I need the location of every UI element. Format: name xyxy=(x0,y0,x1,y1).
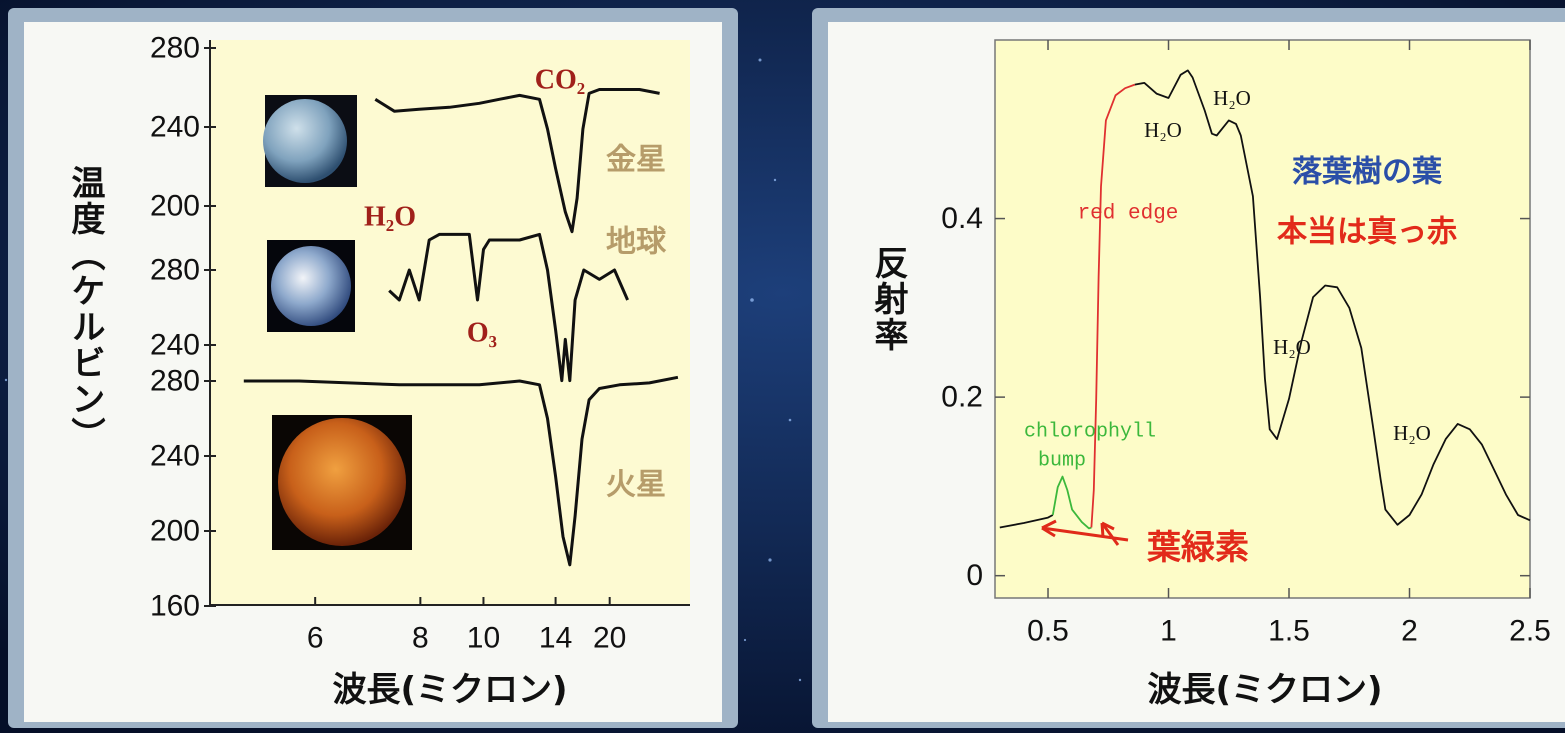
planet-label: 金星 xyxy=(606,143,666,178)
annotation: H₂O xyxy=(1213,86,1251,110)
y-tick-label: 280 xyxy=(150,365,200,398)
y-tick-label: 240 xyxy=(150,329,200,362)
x-tick-label: 6 xyxy=(307,622,324,655)
planet-label: 地球 xyxy=(606,225,667,260)
annotation: 本当は真っ赤 xyxy=(1277,215,1457,250)
annotation: bump xyxy=(1038,450,1086,473)
x-tick-label: 20 xyxy=(593,622,626,655)
y-tick-label: 240 xyxy=(150,440,200,473)
y-tick-label: 160 xyxy=(150,590,200,623)
x-tick-label: 10 xyxy=(467,622,500,655)
venus-disk xyxy=(263,99,347,183)
x-tick-label: 8 xyxy=(412,622,429,655)
x-tick-label: 14 xyxy=(539,622,572,655)
annotation: H₂O xyxy=(1144,118,1182,142)
annotation: chlorophyll xyxy=(1024,421,1156,444)
molecule-label: O₃ xyxy=(467,318,497,349)
annotation: H₂O xyxy=(1273,335,1311,359)
y-axis-title: 温度（ケルビン） xyxy=(65,165,105,453)
molecule-label: CO₂ xyxy=(535,65,585,96)
mars-disk xyxy=(278,418,406,546)
earth-disk xyxy=(271,246,351,326)
y-tick-label: 0.4 xyxy=(941,202,983,235)
page: {"chart_data": [ {"type": "line", "xscal… xyxy=(0,0,1565,733)
scene: 波長(ミクロン) 温度（ケルビン） 波長(ミクロン) 反射率 681014202… xyxy=(0,0,1565,733)
y-tick-label: 0.2 xyxy=(941,381,983,414)
planet-label: 火星 xyxy=(606,468,666,503)
molecule-label: H₂O xyxy=(364,202,416,233)
x-tick-label: 2.5 xyxy=(1509,615,1551,648)
annotation: H₂O xyxy=(1393,421,1431,445)
y-tick-label: 240 xyxy=(150,111,200,144)
y-tick-label: 200 xyxy=(150,190,200,223)
x-tick-label: 1.5 xyxy=(1268,615,1310,648)
y-tick-label: 280 xyxy=(150,254,200,287)
x-axis-title: 波長(ミクロン) xyxy=(1147,670,1382,710)
x-axis-title: 波長(ミクロン) xyxy=(332,670,567,710)
y-tick-label: 200 xyxy=(150,515,200,548)
y-tick-label: 280 xyxy=(150,32,200,65)
annotation: red edge xyxy=(1078,203,1179,226)
annotation: 葉緑素 xyxy=(1146,528,1249,568)
x-tick-label: 2 xyxy=(1401,615,1418,648)
annotation: 落葉樹の葉 xyxy=(1292,155,1443,190)
y-axis-title: 反射率 xyxy=(868,245,909,353)
x-tick-label: 0.5 xyxy=(1027,615,1069,648)
x-tick-label: 1 xyxy=(1160,615,1177,648)
y-tick-label: 0 xyxy=(966,559,983,592)
